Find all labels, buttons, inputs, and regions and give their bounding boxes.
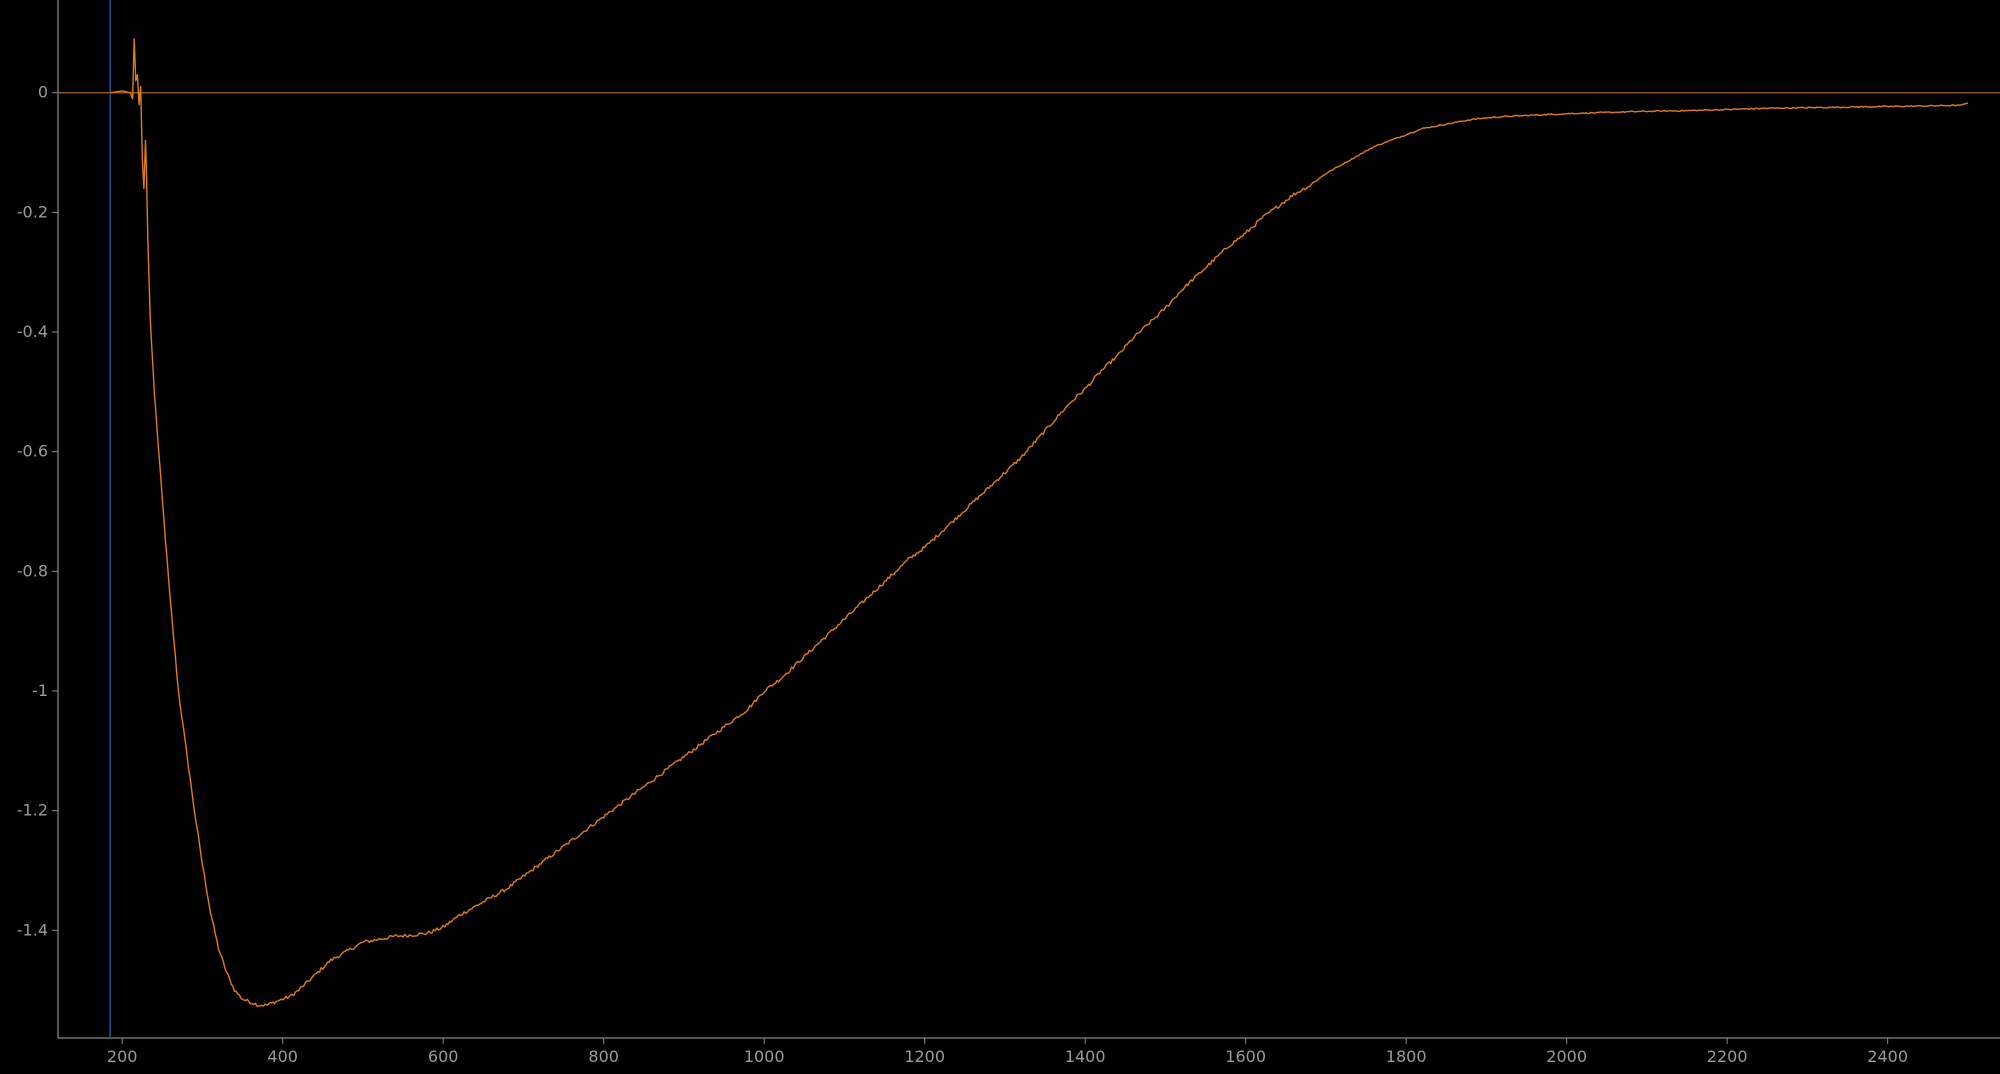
x-tick-label: 1000: [744, 1047, 785, 1066]
y-tick-label: -1.2: [17, 801, 48, 820]
y-tick-label: -0.4: [17, 322, 48, 341]
x-tick-label: 2000: [1546, 1047, 1587, 1066]
x-tick-label: 1600: [1225, 1047, 1266, 1066]
series-line: [110, 38, 1969, 1007]
x-tick-label: 2400: [1867, 1047, 1908, 1066]
reference-lines: [58, 0, 2000, 1038]
y-tick-label: -1: [32, 681, 48, 700]
y-tick-label: -0.8: [17, 561, 48, 580]
series-layer: [110, 38, 1969, 1007]
y-tick-label: -0.2: [17, 202, 48, 221]
x-tick-label: 200: [107, 1047, 138, 1066]
axes: [57, 0, 2000, 1039]
y-tick-label: -1.4: [17, 920, 48, 939]
x-tick-label: 1200: [904, 1047, 945, 1066]
y-tick-label: 0: [38, 83, 48, 102]
x-tick-label: 1400: [1065, 1047, 1106, 1066]
x-tick-label: 2200: [1707, 1047, 1748, 1066]
x-tick-label: 400: [267, 1047, 298, 1066]
x-tick-label: 800: [588, 1047, 619, 1066]
x-tick-label: 1800: [1386, 1047, 1427, 1066]
tick-labels: 200 400 600 800 1000 1200 1400 1600 1800 2000 2200…: [17, 83, 1908, 1066]
y-tick-label: -0.6: [17, 442, 48, 461]
x-tick-label: 600: [428, 1047, 459, 1066]
